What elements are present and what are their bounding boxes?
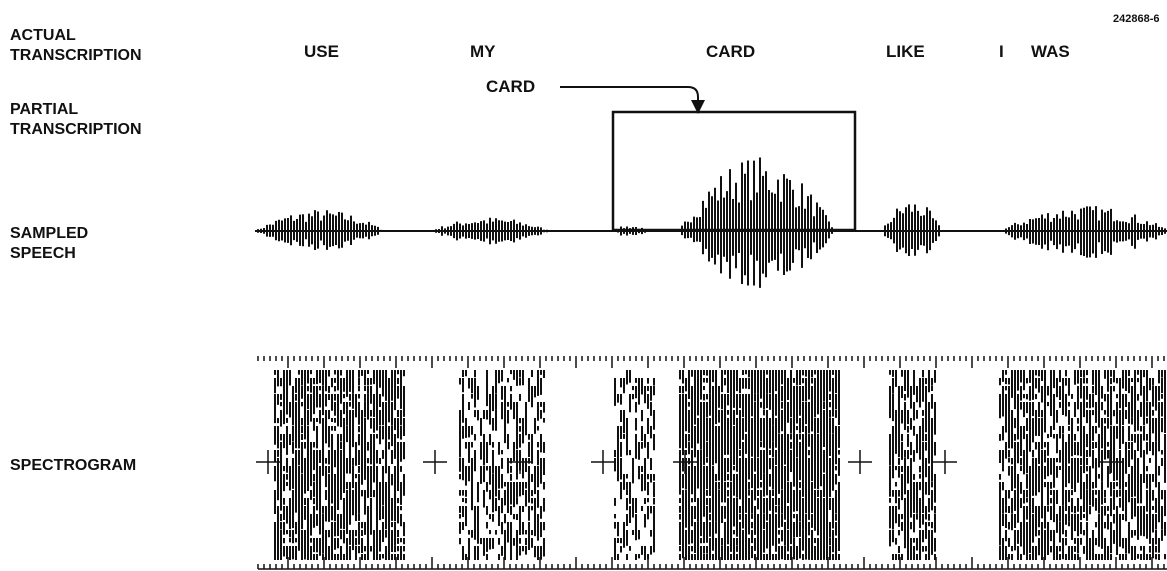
row-label: SPECTROGRAM xyxy=(10,457,136,474)
spectral-energy xyxy=(680,370,839,560)
word: LIKE xyxy=(886,42,925,61)
spectral-energy xyxy=(275,370,404,560)
arrow xyxy=(560,87,698,108)
row-label: PARTIAL TRANSCRIPTION xyxy=(10,101,142,138)
speech-burst xyxy=(882,204,942,256)
word: I xyxy=(999,42,1004,61)
label-line: ACTUAL xyxy=(10,27,76,44)
spectrogram xyxy=(256,356,1167,569)
label-line: SAMPLED xyxy=(10,225,88,242)
row-label: SAMPLED SPEECH xyxy=(10,225,88,262)
label-line: PARTIAL xyxy=(10,101,78,118)
label-line: TRANSCRIPTION xyxy=(10,121,142,138)
spectral-energy xyxy=(460,370,544,560)
row-labels: ACTUAL TRANSCRIPTION PARTIAL TRANSCRIPTION… xyxy=(10,27,142,474)
label-line: SPECTROGRAM xyxy=(10,457,136,474)
actual-words: USE MY CARD LIKE I WAS xyxy=(304,42,1070,61)
speech-burst xyxy=(612,226,648,235)
label-line: SPEECH xyxy=(10,245,76,262)
spectral-energy xyxy=(1000,370,1165,560)
figure: ACTUAL TRANSCRIPTION PARTIAL TRANSCRIPTION… xyxy=(0,0,1167,571)
word: USE xyxy=(304,42,339,61)
word: MY xyxy=(470,42,496,61)
word: WAS xyxy=(1031,42,1070,61)
waveform xyxy=(255,158,1167,288)
partial-word: CARD xyxy=(486,77,535,96)
row-label: ACTUAL TRANSCRIPTION xyxy=(10,27,142,64)
spectral-energy xyxy=(615,370,654,560)
label-line: TRANSCRIPTION xyxy=(10,47,142,64)
figure-id: 242868-6 xyxy=(1113,13,1160,25)
word: CARD xyxy=(706,42,755,61)
speech-burst xyxy=(430,218,550,244)
spectral-energy xyxy=(890,370,935,560)
speech-burst xyxy=(679,158,835,288)
